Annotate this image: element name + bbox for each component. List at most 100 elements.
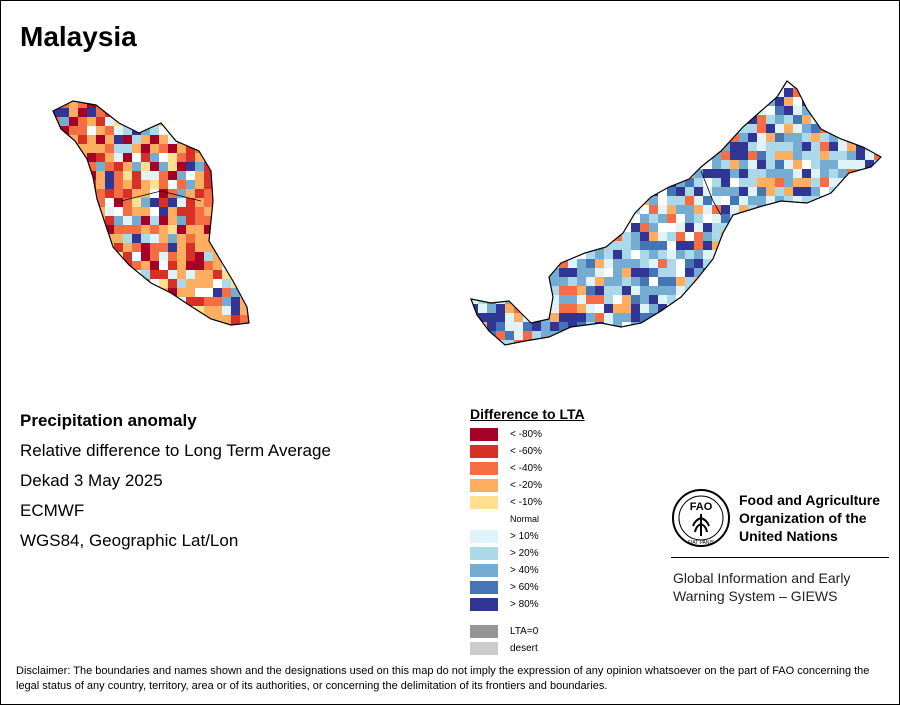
anomaly-cell (829, 169, 838, 178)
anomaly-cell (712, 259, 721, 268)
anomaly-cell (577, 232, 586, 241)
anomaly-cell (69, 297, 78, 306)
anomaly-cell (604, 250, 613, 259)
anomaly-cell (78, 135, 87, 144)
anomaly-cell (186, 135, 195, 144)
anomaly-cell (222, 297, 231, 306)
anomaly-cell (231, 306, 240, 315)
anomaly-cell (550, 232, 559, 241)
anomaly-cell (123, 101, 132, 108)
anomaly-cell (496, 81, 505, 88)
anomaly-cell (766, 124, 775, 133)
anomaly-cell (847, 115, 856, 124)
anomaly-cell (622, 304, 631, 313)
anomaly-cell (793, 97, 802, 106)
fao-emblem-text: FAO (690, 501, 713, 513)
anomaly-cell (829, 142, 838, 151)
anomaly-cell (604, 268, 613, 277)
anomaly-cell (541, 81, 550, 88)
anomaly-cell (712, 286, 721, 295)
anomaly-cell (649, 196, 658, 205)
anomaly-cell (514, 304, 523, 313)
anomaly-cell (622, 196, 631, 205)
anomaly-cell (505, 223, 514, 232)
anomaly-cell (595, 340, 604, 345)
anomaly-cell (213, 270, 222, 279)
anomaly-cell (658, 286, 667, 295)
anomaly-cell (96, 261, 105, 270)
anomaly-cell (820, 151, 829, 160)
anomaly-cell (505, 340, 514, 345)
anomaly-cell (231, 101, 240, 108)
anomaly-cell (114, 270, 123, 279)
anomaly-cell (604, 169, 613, 178)
anomaly-cell (559, 241, 568, 250)
anomaly-cell (514, 295, 523, 304)
anomaly-cell (694, 115, 703, 124)
anomaly-cell (60, 117, 69, 126)
anomaly-cell (694, 232, 703, 241)
anomaly-cell (748, 268, 757, 277)
anomaly-cell (586, 277, 595, 286)
anomaly-cell (87, 189, 96, 198)
anomaly-cell (53, 171, 60, 180)
anomaly-cell (177, 216, 186, 225)
anomaly-cell (865, 106, 874, 115)
anomaly-cell (604, 97, 613, 106)
anomaly-cell (874, 331, 881, 340)
anomaly-cell (586, 340, 595, 345)
anomaly-cell (568, 295, 577, 304)
anomaly-cell (658, 124, 667, 133)
anomaly-cell (802, 331, 811, 340)
legend-label: > 40% (510, 565, 539, 576)
anomaly-cell (222, 153, 231, 162)
anomaly-cell (496, 322, 505, 331)
anomaly-cell (568, 331, 577, 340)
anomaly-cell (231, 108, 240, 117)
anomaly-cell (541, 214, 550, 223)
info-projection: WGS84, Geographic Lat/Lon (20, 531, 239, 550)
anomaly-cell (487, 241, 496, 250)
anomaly-cell (523, 142, 532, 151)
anomaly-cell (168, 225, 177, 234)
anomaly-cell (195, 180, 204, 189)
anomaly-cell (712, 322, 721, 331)
anomaly-cell (604, 232, 613, 241)
anomaly-cell (640, 187, 649, 196)
anomaly-cell (685, 295, 694, 304)
anomaly-cell (204, 101, 213, 108)
anomaly-cell (820, 250, 829, 259)
anomaly-cell (604, 187, 613, 196)
anomaly-cell (132, 234, 141, 243)
anomaly-cell (730, 97, 739, 106)
anomaly-cell (847, 160, 856, 169)
anomaly-cell (775, 295, 784, 304)
anomaly-cell (802, 124, 811, 133)
anomaly-cell (820, 106, 829, 115)
anomaly-cell (586, 286, 595, 295)
anomaly-cell (730, 178, 739, 187)
anomaly-cell (532, 331, 541, 340)
anomaly-cell (820, 277, 829, 286)
anomaly-cell (865, 169, 874, 178)
anomaly-cell (613, 241, 622, 250)
anomaly-cell (856, 322, 865, 331)
anomaly-cell (123, 207, 132, 216)
fao-name-line: United Nations (739, 528, 838, 544)
anomaly-cell (658, 304, 667, 313)
anomaly-cell (748, 124, 757, 133)
anomaly-cell (195, 234, 204, 243)
anomaly-cell (204, 261, 213, 270)
anomaly-cell (685, 169, 694, 178)
anomaly-cell (141, 153, 150, 162)
anomaly-cell (712, 160, 721, 169)
anomaly-cell (811, 322, 820, 331)
anomaly-cell (847, 313, 856, 322)
anomaly-cell (622, 81, 631, 88)
anomaly-cell (676, 322, 685, 331)
anomaly-cell (766, 142, 775, 151)
anomaly-cell (532, 151, 541, 160)
anomaly-cell (53, 315, 60, 324)
anomaly-cell (604, 340, 613, 345)
anomaly-cell (150, 315, 159, 324)
